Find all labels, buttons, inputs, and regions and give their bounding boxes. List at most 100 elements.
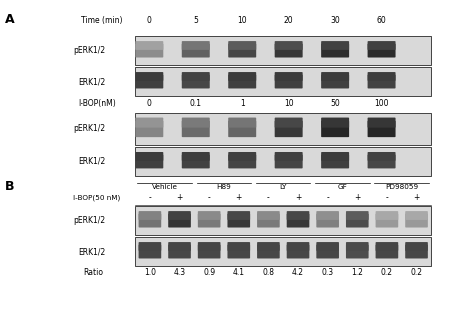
Text: GF: GF <box>337 184 347 190</box>
FancyBboxPatch shape <box>228 211 250 220</box>
Text: 1: 1 <box>240 99 245 108</box>
FancyBboxPatch shape <box>316 245 339 258</box>
FancyBboxPatch shape <box>368 121 395 137</box>
FancyBboxPatch shape <box>316 211 339 220</box>
FancyBboxPatch shape <box>274 121 303 137</box>
FancyBboxPatch shape <box>405 214 428 228</box>
FancyBboxPatch shape <box>321 121 349 137</box>
FancyBboxPatch shape <box>136 155 163 168</box>
Bar <box>135 206 431 235</box>
FancyBboxPatch shape <box>182 155 210 168</box>
FancyBboxPatch shape <box>136 152 163 161</box>
FancyBboxPatch shape <box>182 152 210 161</box>
FancyBboxPatch shape <box>198 242 220 251</box>
FancyBboxPatch shape <box>136 118 163 128</box>
Text: I-BOP(50 nM): I-BOP(50 nM) <box>73 195 121 201</box>
FancyBboxPatch shape <box>228 75 256 88</box>
FancyBboxPatch shape <box>138 242 161 251</box>
Bar <box>135 67 431 96</box>
Text: 0.2: 0.2 <box>381 268 393 276</box>
Text: 10: 10 <box>284 99 293 108</box>
Text: 1.2: 1.2 <box>351 268 363 276</box>
FancyBboxPatch shape <box>228 121 256 137</box>
FancyBboxPatch shape <box>321 72 349 81</box>
FancyBboxPatch shape <box>346 214 369 228</box>
FancyBboxPatch shape <box>228 44 256 58</box>
FancyBboxPatch shape <box>368 75 395 88</box>
Text: pERK1/2: pERK1/2 <box>73 125 106 133</box>
FancyBboxPatch shape <box>321 155 349 168</box>
Bar <box>135 147 431 176</box>
FancyBboxPatch shape <box>198 245 220 258</box>
FancyBboxPatch shape <box>321 44 349 58</box>
Text: 0: 0 <box>147 16 152 25</box>
FancyBboxPatch shape <box>168 242 191 251</box>
FancyBboxPatch shape <box>274 155 303 168</box>
Text: 0.9: 0.9 <box>203 268 215 276</box>
FancyBboxPatch shape <box>136 72 163 81</box>
FancyBboxPatch shape <box>375 211 398 220</box>
FancyBboxPatch shape <box>257 214 280 228</box>
FancyBboxPatch shape <box>198 214 220 228</box>
FancyBboxPatch shape <box>182 121 210 137</box>
Text: +: + <box>413 193 419 202</box>
FancyBboxPatch shape <box>198 211 220 220</box>
Bar <box>135 36 431 65</box>
FancyBboxPatch shape <box>138 211 161 220</box>
Text: A: A <box>5 13 14 26</box>
FancyBboxPatch shape <box>368 118 395 128</box>
FancyBboxPatch shape <box>228 72 256 81</box>
FancyBboxPatch shape <box>321 152 349 161</box>
Text: 5: 5 <box>193 16 198 25</box>
Text: 100: 100 <box>374 99 389 108</box>
FancyBboxPatch shape <box>346 211 369 220</box>
Text: 0: 0 <box>147 99 152 108</box>
FancyBboxPatch shape <box>346 245 369 258</box>
FancyBboxPatch shape <box>182 44 210 58</box>
Text: 60: 60 <box>377 16 386 25</box>
FancyBboxPatch shape <box>287 211 310 220</box>
FancyBboxPatch shape <box>228 118 256 128</box>
FancyBboxPatch shape <box>405 242 428 251</box>
Text: H89: H89 <box>217 184 231 190</box>
FancyBboxPatch shape <box>168 214 191 228</box>
Text: +: + <box>354 193 360 202</box>
FancyBboxPatch shape <box>375 214 398 228</box>
FancyBboxPatch shape <box>138 214 161 228</box>
Text: Ratio: Ratio <box>83 268 103 276</box>
FancyBboxPatch shape <box>287 245 310 258</box>
FancyBboxPatch shape <box>257 211 280 220</box>
FancyBboxPatch shape <box>287 242 310 251</box>
Text: 20: 20 <box>284 16 293 25</box>
Text: 1.0: 1.0 <box>144 268 156 276</box>
FancyBboxPatch shape <box>228 245 250 258</box>
FancyBboxPatch shape <box>228 214 250 228</box>
Text: pERK1/2: pERK1/2 <box>73 46 106 55</box>
FancyBboxPatch shape <box>321 75 349 88</box>
Text: 0.3: 0.3 <box>321 268 334 276</box>
FancyBboxPatch shape <box>182 118 210 128</box>
Text: -: - <box>267 193 270 202</box>
Text: B: B <box>5 180 14 193</box>
FancyBboxPatch shape <box>287 214 310 228</box>
FancyBboxPatch shape <box>368 72 395 81</box>
FancyBboxPatch shape <box>274 72 303 81</box>
FancyBboxPatch shape <box>375 242 398 251</box>
FancyBboxPatch shape <box>138 245 161 258</box>
FancyBboxPatch shape <box>368 44 395 58</box>
Text: PD98059: PD98059 <box>385 184 418 190</box>
Text: Time (min): Time (min) <box>81 16 122 25</box>
FancyBboxPatch shape <box>368 41 395 50</box>
Text: Vehicle: Vehicle <box>152 184 178 190</box>
FancyBboxPatch shape <box>257 242 280 251</box>
Text: pERK1/2: pERK1/2 <box>73 216 106 225</box>
FancyBboxPatch shape <box>274 44 303 58</box>
Text: +: + <box>236 193 242 202</box>
FancyBboxPatch shape <box>168 211 191 220</box>
FancyBboxPatch shape <box>405 211 428 220</box>
FancyBboxPatch shape <box>368 152 395 161</box>
FancyBboxPatch shape <box>316 214 339 228</box>
FancyBboxPatch shape <box>321 118 349 128</box>
FancyBboxPatch shape <box>136 121 163 137</box>
FancyBboxPatch shape <box>346 242 369 251</box>
